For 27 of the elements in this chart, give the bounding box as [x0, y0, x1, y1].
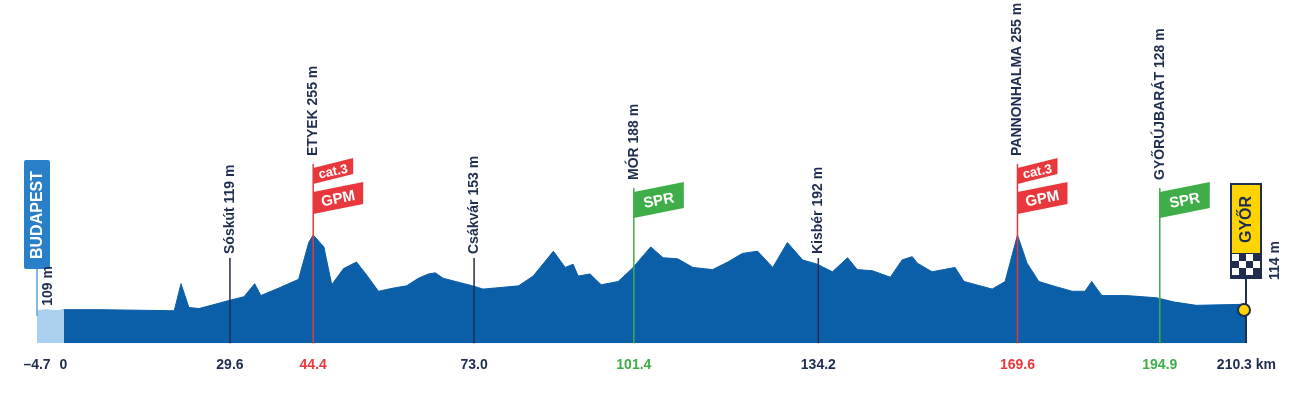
x-tick-label: 73.0: [460, 356, 488, 373]
x-tick-label: 29.6: [216, 356, 244, 373]
x-tick-label: 0: [59, 356, 68, 373]
ref-line-label: MÓR 188 m: [623, 103, 641, 180]
annotation: SPR: [1167, 188, 1202, 212]
x-tick-label: –4.7: [23, 356, 51, 373]
x-tick-label: 44.4: [299, 356, 328, 373]
ref-line-label: Csákvár 153 m: [464, 155, 481, 254]
ref-line-label: PANNONHALMA 255 m: [1008, 2, 1025, 156]
ref-line-label: Sóskút 119 m: [220, 164, 237, 254]
x-tick-label: 194.9: [1142, 356, 1178, 373]
x-tick-label: 210.3 km: [1216, 356, 1277, 373]
annotation: cat.3: [317, 160, 350, 182]
annotation: BUDAPEST: [28, 170, 45, 259]
annotation: GPM: [1023, 185, 1061, 210]
ref-line-label: GYŐRÚJBARÁT 128 m: [1149, 28, 1167, 180]
ref-line-label: ETYEK 255 m: [304, 65, 321, 156]
annotation: SPR: [641, 188, 676, 212]
annotation: cat.3: [1021, 160, 1054, 182]
x-tick-label: 134.2: [800, 356, 837, 373]
x-tick-label: 101.4: [616, 356, 652, 373]
text: 114 m: [1266, 241, 1283, 280]
annotation: GYŐR: [1237, 194, 1256, 245]
ref-line-label: Kisbér 192 m: [809, 166, 826, 254]
annotation: 109 m: [39, 266, 55, 306]
annotation: GPM: [319, 185, 357, 210]
x-tick-label: 169.6: [999, 356, 1036, 373]
